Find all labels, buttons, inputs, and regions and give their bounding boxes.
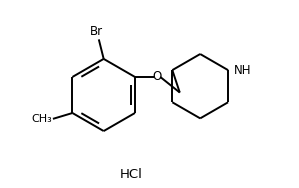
Text: O: O [153, 70, 162, 83]
Text: HCl: HCl [120, 168, 142, 181]
Text: NH: NH [234, 64, 251, 77]
Text: CH₃: CH₃ [31, 114, 52, 124]
Text: Br: Br [90, 25, 103, 38]
